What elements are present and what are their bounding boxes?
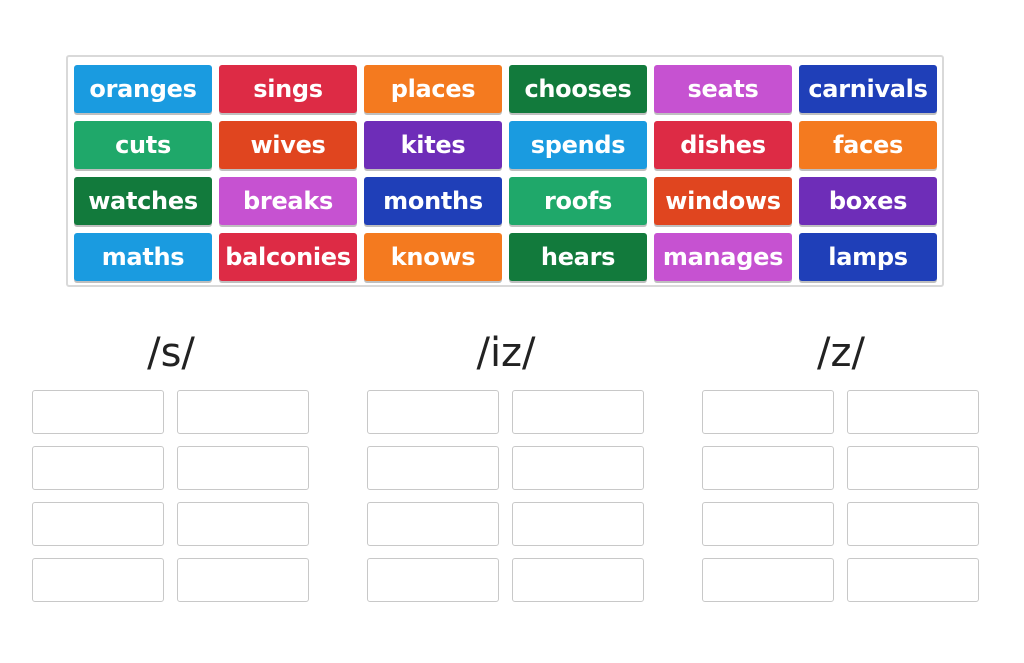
word-tile-faces[interactable]: faces [799,121,937,169]
drop-slot[interactable] [702,558,834,602]
word-tile-sings[interactable]: sings [219,65,357,113]
drop-slot[interactable] [847,446,979,490]
drop-slot[interactable] [367,446,499,490]
word-tile-breaks[interactable]: breaks [219,177,357,225]
word-tile-months[interactable]: months [364,177,502,225]
word-tile-windows[interactable]: windows [654,177,792,225]
drop-slot[interactable] [367,502,499,546]
drop-slot[interactable] [847,390,979,434]
drop-slot[interactable] [512,502,644,546]
drop-slot[interactable] [32,502,164,546]
word-bank: oranges sings places chooses seats carnivals c… [66,55,944,287]
word-tile-knows[interactable]: knows [364,233,502,281]
drop-slot[interactable] [847,502,979,546]
drop-slot[interactable] [177,502,309,546]
word-tile-roofs[interactable]: roofs [509,177,647,225]
drop-slot[interactable] [702,446,834,490]
drop-slot[interactable] [512,390,644,434]
drop-slot[interactable] [177,446,309,490]
drop-slot[interactable] [512,446,644,490]
group-heading: /s/ [147,330,195,376]
drop-slot[interactable] [702,390,834,434]
group-heading: /iz/ [476,330,536,376]
word-tile-balconies[interactable]: balconies [219,233,357,281]
drop-slot[interactable] [367,390,499,434]
word-tile-maths[interactable]: maths [74,233,212,281]
word-tile-manages[interactable]: manages [654,233,792,281]
word-tile-oranges[interactable]: oranges [74,65,212,113]
word-tile-kites[interactable]: kites [364,121,502,169]
word-tile-spends[interactable]: spends [509,121,647,169]
drop-slot[interactable] [512,558,644,602]
word-tile-carnivals[interactable]: carnivals [799,65,937,113]
group-heading: /z/ [817,330,865,376]
drop-slot[interactable] [702,502,834,546]
word-tile-boxes[interactable]: boxes [799,177,937,225]
word-tile-chooses[interactable]: chooses [509,65,647,113]
word-tile-watches[interactable]: watches [74,177,212,225]
drop-slot[interactable] [177,558,309,602]
word-tile-cuts[interactable]: cuts [74,121,212,169]
drop-slot[interactable] [367,558,499,602]
word-tile-dishes[interactable]: dishes [654,121,792,169]
drop-slot[interactable] [177,390,309,434]
word-tile-places[interactable]: places [364,65,502,113]
word-tile-lamps[interactable]: lamps [799,233,937,281]
word-tile-wives[interactable]: wives [219,121,357,169]
drop-slot[interactable] [32,446,164,490]
word-tile-hears[interactable]: hears [509,233,647,281]
drop-slot[interactable] [847,558,979,602]
drop-slot[interactable] [32,390,164,434]
drop-slot[interactable] [32,558,164,602]
word-tile-seats[interactable]: seats [654,65,792,113]
